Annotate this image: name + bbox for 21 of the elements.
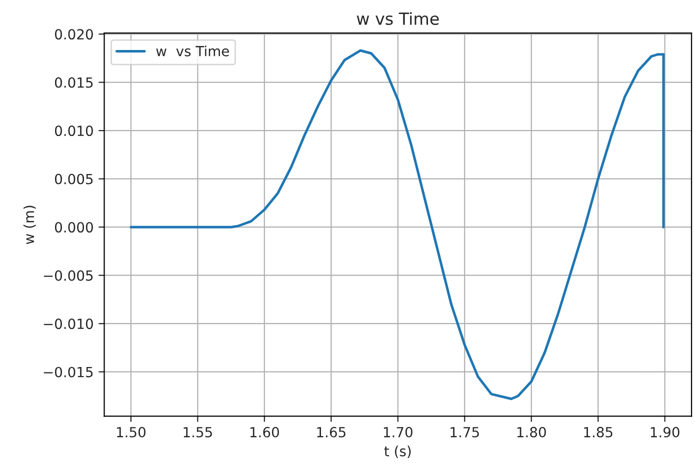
legend-label: w vs Time [156, 46, 229, 56]
y-tick-label: −0.005 [44, 270, 93, 281]
x-tick-label: 1.55 [184, 427, 212, 438]
x-axis-title: t (s) [384, 446, 411, 458]
x-tick-label: 1.80 [517, 426, 546, 438]
x-tick-label: 1.65 [317, 426, 346, 438]
x-tick-label: 1.60 [250, 426, 279, 438]
x-tick-label: 1.70 [384, 426, 412, 438]
y-tick-label: −0.010 [44, 318, 93, 330]
y-tick-label: 0.020 [54, 29, 93, 40]
x-tick-label: 1.50 [117, 426, 146, 438]
x-tick-label: 1.90 [650, 426, 680, 438]
y-tick-label: 0.000 [54, 222, 93, 233]
y-axis-title: w (m) [23, 206, 36, 244]
y-tick-label: −0.015 [44, 366, 93, 378]
y-tick-label: 0.015 [54, 77, 93, 88]
chart-title: w vs Time [356, 12, 439, 26]
x-tick-label: 1.85 [584, 426, 612, 438]
x-tick-label: 1.75 [450, 427, 479, 438]
y-tick-label: 0.005 [54, 174, 93, 184]
y-tick-label: 0.010 [54, 126, 93, 136]
